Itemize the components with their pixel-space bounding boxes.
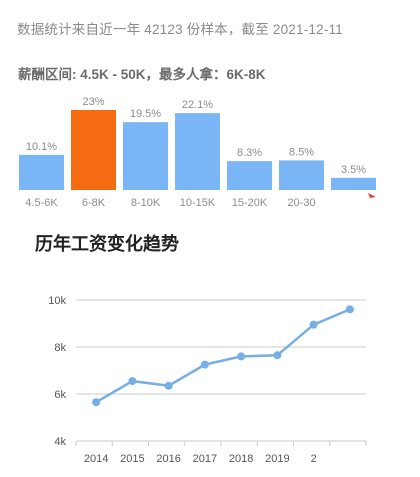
x-tick-label: 2 xyxy=(311,453,317,465)
salary-bar xyxy=(71,110,116,190)
data-point xyxy=(164,381,173,390)
bar-category-label: 15-20K xyxy=(232,197,268,209)
cursor-mark xyxy=(368,193,376,198)
bar-category-label: 10-15K xyxy=(180,197,216,209)
bar-category-label: 8-10K xyxy=(131,197,161,209)
y-tick-label: 8k xyxy=(54,342,66,354)
salary-bar xyxy=(227,161,272,190)
salary-bar xyxy=(331,177,376,190)
trend-line xyxy=(95,308,351,404)
data-point xyxy=(273,351,282,360)
bar-category-label: 20-30 xyxy=(287,197,315,209)
data-point xyxy=(92,398,101,407)
x-tick-label: 2016 xyxy=(156,453,180,465)
bar-percent-label: 8.5% xyxy=(289,146,314,158)
bar-category-label: 6-8K xyxy=(82,197,106,209)
data-point xyxy=(345,305,354,314)
y-tick-label: 10k xyxy=(48,295,66,307)
x-tick-label: 2018 xyxy=(229,453,253,465)
bar-percent-label: 23% xyxy=(82,96,104,108)
salary-bar xyxy=(279,160,324,190)
x-tick-label: 2014 xyxy=(84,453,108,465)
bar-percent-label: 8.3% xyxy=(237,147,262,159)
data-point xyxy=(237,352,246,361)
y-tick-label: 4k xyxy=(54,436,66,448)
salary-bar xyxy=(19,154,64,190)
data-point xyxy=(309,320,318,329)
sample-info-text: 数据统计来自近一年 42123 份样本，截至 2021-12-11 xyxy=(17,22,343,37)
x-tick-label: 2019 xyxy=(265,453,289,465)
bar-percent-label: 19.5% xyxy=(130,108,161,120)
bar-category-label: 4.5-6K xyxy=(25,197,58,209)
x-tick-label: 2015 xyxy=(120,453,144,465)
bar-percent-label: 10.1% xyxy=(26,141,57,153)
y-tick-label: 6k xyxy=(54,389,66,401)
data-point xyxy=(200,360,209,369)
trend-chart-title: 历年工资变化趋势 xyxy=(35,234,179,254)
bar-percent-label: 22.1% xyxy=(182,99,213,111)
salary-distribution-chart: 10.1% 4.5-6K 23% 6-8K 19.5% 8-10K 22.1% 10-15K 8… xyxy=(19,96,376,209)
bar-percent-label: 3.5% xyxy=(341,164,366,176)
x-tick-label: 2017 xyxy=(193,453,217,465)
salary-bar xyxy=(175,113,220,190)
salary-bar xyxy=(123,122,168,190)
data-point xyxy=(128,377,137,386)
salary-range-text: 薪酬区间: 4.5K - 50K，最多人拿：6K-8K xyxy=(18,67,266,82)
